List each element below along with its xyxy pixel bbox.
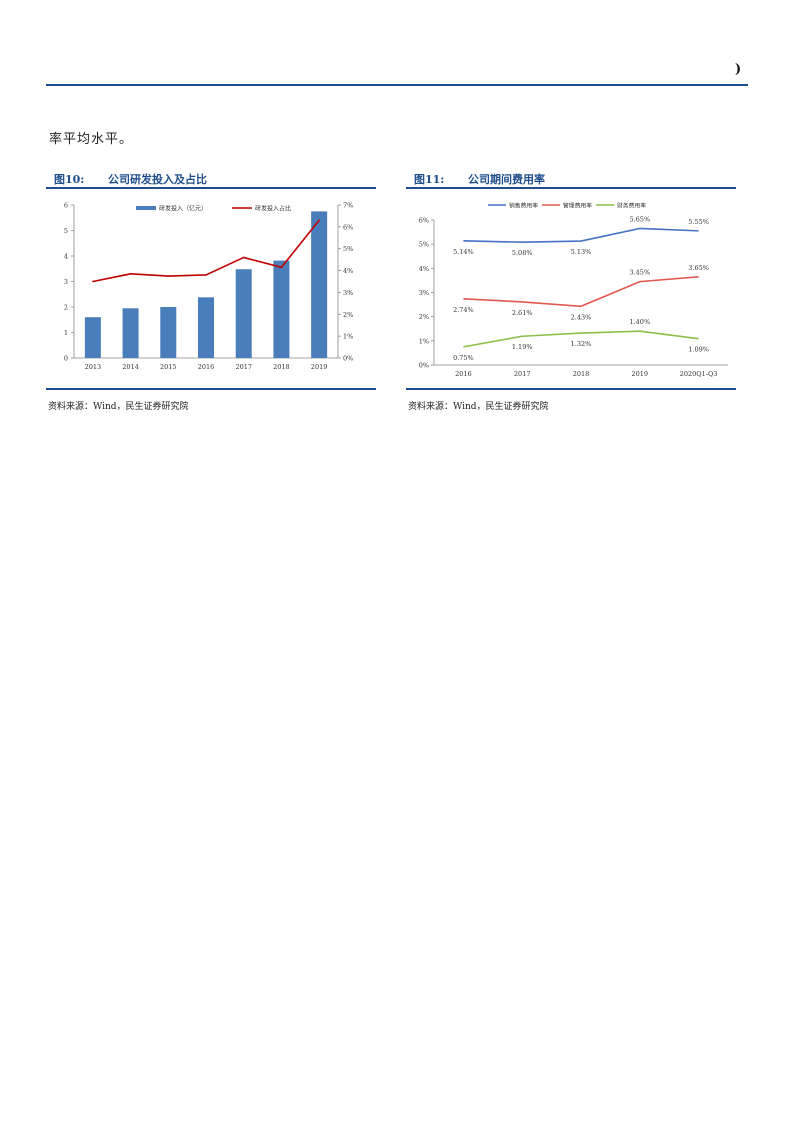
x-tick-label: 2018 [573, 370, 590, 378]
data-label: 2.74% [453, 306, 474, 314]
figure-10-number: 图10: [54, 172, 85, 186]
rd-ratio-point [92, 280, 94, 283]
y2-tick-label: 3% [343, 289, 353, 297]
legend-line-label: 研发投入占比 [255, 205, 291, 213]
y-tick-label: 4% [419, 265, 429, 273]
figure-10-bottom-rule [46, 388, 376, 390]
figure-10-title-bar: 图10: 公司研发投入及占比 [46, 170, 376, 187]
figure-11: 图11: 公司期间费用率 0% 1% 2% 3% 4% 5% 6% 2016 2017 2018 2… [406, 170, 736, 412]
figure-11-top-rule [406, 187, 736, 189]
x-tick-label: 2016 [198, 363, 215, 371]
expense-ratio-chart: 0% 1% 2% 3% 4% 5% 6% 2016 2017 2018 2019 2020Q1-Q3 5… [419, 202, 728, 378]
legend-bar-label: 研发投入（亿元） [159, 205, 207, 213]
header-rule [46, 84, 748, 86]
legend-bar-swatch [136, 206, 156, 210]
figure-11-source: 资料来源：Wind，民生证券研究院 [408, 402, 549, 412]
y-tick-label: 6% [419, 217, 429, 225]
y-tick-label: 4 [64, 253, 68, 261]
rd-ratio-point [242, 256, 245, 259]
series-line [463, 227, 699, 244]
figure-10-top-rule [46, 187, 376, 189]
rd-chart: 0 1 2 3 4 5 6 0% 1% 2% 3% 4% 5% 6% 7% 2013 2014 2015 2016 2… [64, 202, 353, 372]
series-line [463, 275, 699, 308]
x-tick-label: 2019 [632, 370, 649, 378]
rd-ratio-point [205, 274, 207, 276]
rd-bar [235, 269, 252, 358]
y2-tick-label: 0% [343, 355, 353, 363]
rd-bar [311, 211, 328, 358]
y2-tick-label: 2% [343, 311, 353, 319]
data-label: 5.55% [688, 218, 709, 226]
y-tick-label: 1 [64, 329, 68, 337]
y2-tick-label: 4% [343, 267, 353, 275]
x-tick-label: 2016 [455, 370, 472, 378]
figure-11-title: 公司期间费用率 [468, 172, 545, 186]
data-label: 3.45% [629, 269, 650, 277]
data-label: 1.40% [629, 318, 650, 326]
figure-11-title-bar: 图11: 公司期间费用率 [406, 170, 736, 187]
header-mark: ) [735, 62, 742, 77]
data-label: 5.08% [512, 249, 533, 257]
data-label: 0.75% [453, 354, 474, 362]
figure-11-bottom-rule [406, 388, 736, 390]
body-text-line: 率平均水平。 [49, 132, 134, 147]
data-label: 2.43% [571, 313, 592, 321]
data-label: 1.09% [688, 346, 709, 354]
figure-10: 图10: 公司研发投入及占比 0 1 2 3 4 5 6 0% 1% 2% 3% 4% 5% 6% 7% 20… [46, 170, 376, 412]
rd-ratio-point [129, 273, 132, 275]
data-label: 5.13% [571, 248, 592, 256]
data-label: 5.14% [453, 248, 474, 256]
figure-10-title: 公司研发投入及占比 [108, 172, 207, 186]
y-tick-label: 2% [419, 313, 429, 321]
data-label: 5.65% [629, 215, 650, 223]
rd-bar [84, 317, 101, 358]
y-tick-label: 3 [64, 278, 68, 286]
y-tick-label: 1% [419, 337, 429, 345]
y-tick-label: 0 [64, 355, 68, 363]
x-tick-label: 2015 [160, 363, 177, 371]
x-tick-label: 2018 [273, 363, 290, 371]
rd-bar [273, 260, 290, 358]
x-tick-label: 2020Q1-Q3 [680, 370, 718, 378]
rd-ratio-point [318, 219, 320, 222]
y2-tick-label: 5% [343, 245, 353, 253]
y-tick-label: 5% [419, 241, 429, 249]
rd-bar [198, 297, 214, 358]
series-line [463, 330, 699, 348]
y-tick-label: 3% [419, 289, 429, 297]
y-tick-label: 5 [64, 227, 68, 235]
y-tick-label: 6 [64, 202, 68, 210]
legend-label: 管理费用率 [563, 202, 592, 210]
data-label: 2.61% [512, 309, 533, 317]
y2-tick-label: 7% [343, 202, 353, 210]
x-tick-label: 2014 [122, 363, 139, 371]
figure-10-source: 资料来源：Wind，民生证券研究院 [48, 402, 189, 412]
rd-bar [160, 307, 177, 358]
x-tick-label: 2017 [514, 370, 531, 378]
x-tick-label: 2017 [235, 363, 252, 371]
data-label: 3.65% [688, 264, 709, 272]
y2-tick-label: 1% [343, 333, 353, 341]
y-tick-label: 0% [419, 362, 429, 370]
figure-11-number: 图11: [414, 172, 445, 186]
x-tick-label: 2013 [85, 363, 102, 371]
y2-tick-label: 6% [343, 223, 353, 231]
rd-bar [122, 308, 139, 358]
x-tick-label: 2019 [311, 363, 328, 371]
legend-label: 财务费用率 [617, 202, 646, 210]
rd-ratio-point [167, 275, 170, 277]
legend-label: 销售费用率 [509, 202, 538, 210]
y-tick-label: 2 [64, 304, 68, 312]
data-label: 1.19% [512, 343, 533, 351]
rd-ratio-point [280, 266, 283, 269]
data-label: 1.32% [571, 340, 592, 348]
